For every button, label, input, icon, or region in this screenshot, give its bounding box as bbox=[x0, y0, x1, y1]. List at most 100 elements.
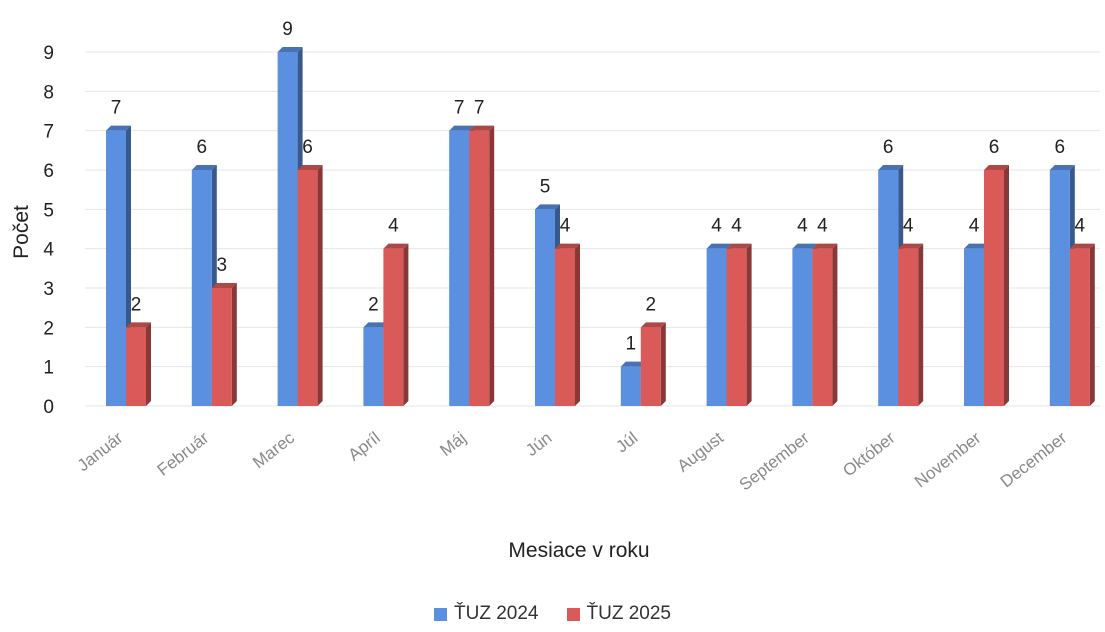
y-tick-label: 6 bbox=[43, 161, 54, 182]
bar-top bbox=[620, 361, 646, 367]
legend-item-2025: ŤUZ 2025 bbox=[566, 603, 671, 625]
x-tick-label: Október bbox=[839, 428, 899, 480]
bar-top bbox=[535, 204, 560, 210]
y-tick-label: 0 bbox=[43, 397, 54, 418]
y-axis-ticks: 0 1 2 3 4 5 6 7 8 9 bbox=[43, 43, 54, 418]
x-tick-label: August bbox=[674, 428, 728, 476]
bar bbox=[191, 170, 212, 406]
bar bbox=[297, 170, 318, 406]
bar-top bbox=[1069, 243, 1095, 249]
data-label: 2 bbox=[646, 294, 657, 315]
bar-top bbox=[126, 322, 151, 328]
x-tick-label: September bbox=[736, 428, 813, 494]
legend-label-2025: ŤUZ 2025 bbox=[586, 603, 671, 624]
data-label: 9 bbox=[282, 19, 293, 40]
bar-side bbox=[231, 283, 237, 406]
bar-top bbox=[363, 322, 389, 328]
x-tick-label: Marec bbox=[249, 428, 298, 472]
bar-top bbox=[812, 243, 838, 249]
data-label: 4 bbox=[711, 216, 722, 237]
bar bbox=[106, 130, 126, 406]
data-label: 4 bbox=[560, 216, 571, 237]
x-axis-ticks: Január Február Marec Apríl Máj Jún Júl August Se… bbox=[74, 428, 1071, 494]
bar bbox=[277, 52, 298, 406]
bar-top bbox=[706, 243, 732, 249]
y-tick-label: 1 bbox=[43, 358, 54, 379]
grid-layer bbox=[85, 51, 1100, 407]
legend-swatch-2025 bbox=[566, 607, 580, 621]
bar bbox=[726, 248, 747, 406]
data-label: 4 bbox=[969, 216, 980, 237]
data-label: 4 bbox=[903, 216, 914, 237]
bar-top bbox=[964, 243, 989, 249]
bar-top bbox=[297, 165, 323, 170]
bar-side bbox=[660, 322, 666, 406]
data-label: 1 bbox=[626, 334, 637, 355]
y-axis-label: Počet bbox=[10, 205, 33, 259]
y-tick-label: 8 bbox=[43, 82, 54, 103]
x-tick-label: December bbox=[997, 428, 1071, 491]
bar-top bbox=[1049, 165, 1075, 170]
bar-side bbox=[489, 125, 495, 407]
bar-side bbox=[746, 243, 752, 406]
bar-top bbox=[792, 243, 818, 249]
bar-top bbox=[277, 47, 303, 52]
bar-side bbox=[317, 165, 323, 406]
data-label: 4 bbox=[388, 216, 399, 237]
bar bbox=[211, 288, 232, 406]
bar bbox=[640, 327, 661, 406]
bar bbox=[449, 130, 470, 406]
bar-top bbox=[449, 125, 475, 131]
x-tick-label: Január bbox=[74, 428, 127, 475]
data-label: 6 bbox=[302, 137, 313, 158]
bar bbox=[383, 248, 404, 406]
y-tick-label: 5 bbox=[43, 200, 54, 221]
x-tick-label: Júl bbox=[612, 428, 641, 456]
bar bbox=[126, 327, 146, 406]
bar bbox=[535, 209, 555, 406]
data-label: 4 bbox=[817, 216, 828, 237]
legend-swatch-2024 bbox=[434, 607, 448, 621]
bar-top bbox=[191, 165, 217, 170]
data-label: 2 bbox=[131, 294, 142, 315]
data-label: 7 bbox=[111, 98, 122, 119]
data-label: 5 bbox=[540, 176, 551, 197]
bar bbox=[1069, 248, 1090, 406]
y-tick-label: 2 bbox=[43, 318, 54, 339]
bar bbox=[706, 248, 727, 406]
bar bbox=[363, 327, 384, 406]
bar-top bbox=[878, 165, 904, 170]
data-label: 4 bbox=[797, 216, 808, 237]
bar-top bbox=[555, 243, 580, 249]
data-label: 6 bbox=[197, 137, 208, 158]
y-tick-label: 3 bbox=[43, 279, 54, 300]
data-label: 6 bbox=[1055, 137, 1066, 158]
bar-side bbox=[1089, 243, 1095, 406]
data-label: 4 bbox=[731, 216, 742, 237]
bar-side bbox=[1004, 165, 1009, 406]
x-tick-label: November bbox=[911, 428, 985, 491]
data-label: 6 bbox=[989, 137, 1000, 158]
bar-top bbox=[383, 243, 409, 249]
bar-side bbox=[575, 243, 580, 406]
bar-side bbox=[832, 243, 838, 406]
bar-side bbox=[146, 322, 151, 406]
x-tick-label: Máj bbox=[436, 428, 469, 460]
bar-top bbox=[106, 125, 131, 131]
bar bbox=[792, 248, 813, 406]
x-tick-label: Apríl bbox=[345, 428, 384, 465]
x-tick-label: Jún bbox=[522, 428, 555, 460]
data-label: 6 bbox=[883, 137, 894, 158]
bar bbox=[964, 248, 984, 406]
bar bbox=[1049, 170, 1070, 406]
bar-top bbox=[640, 322, 666, 328]
bar-side bbox=[918, 243, 924, 406]
bar bbox=[469, 130, 490, 406]
x-axis-label: Mesiace v roku bbox=[508, 539, 649, 562]
bar bbox=[555, 248, 575, 406]
bar bbox=[812, 248, 833, 406]
bar-side bbox=[403, 243, 409, 406]
y-tick-label: 4 bbox=[43, 240, 54, 261]
